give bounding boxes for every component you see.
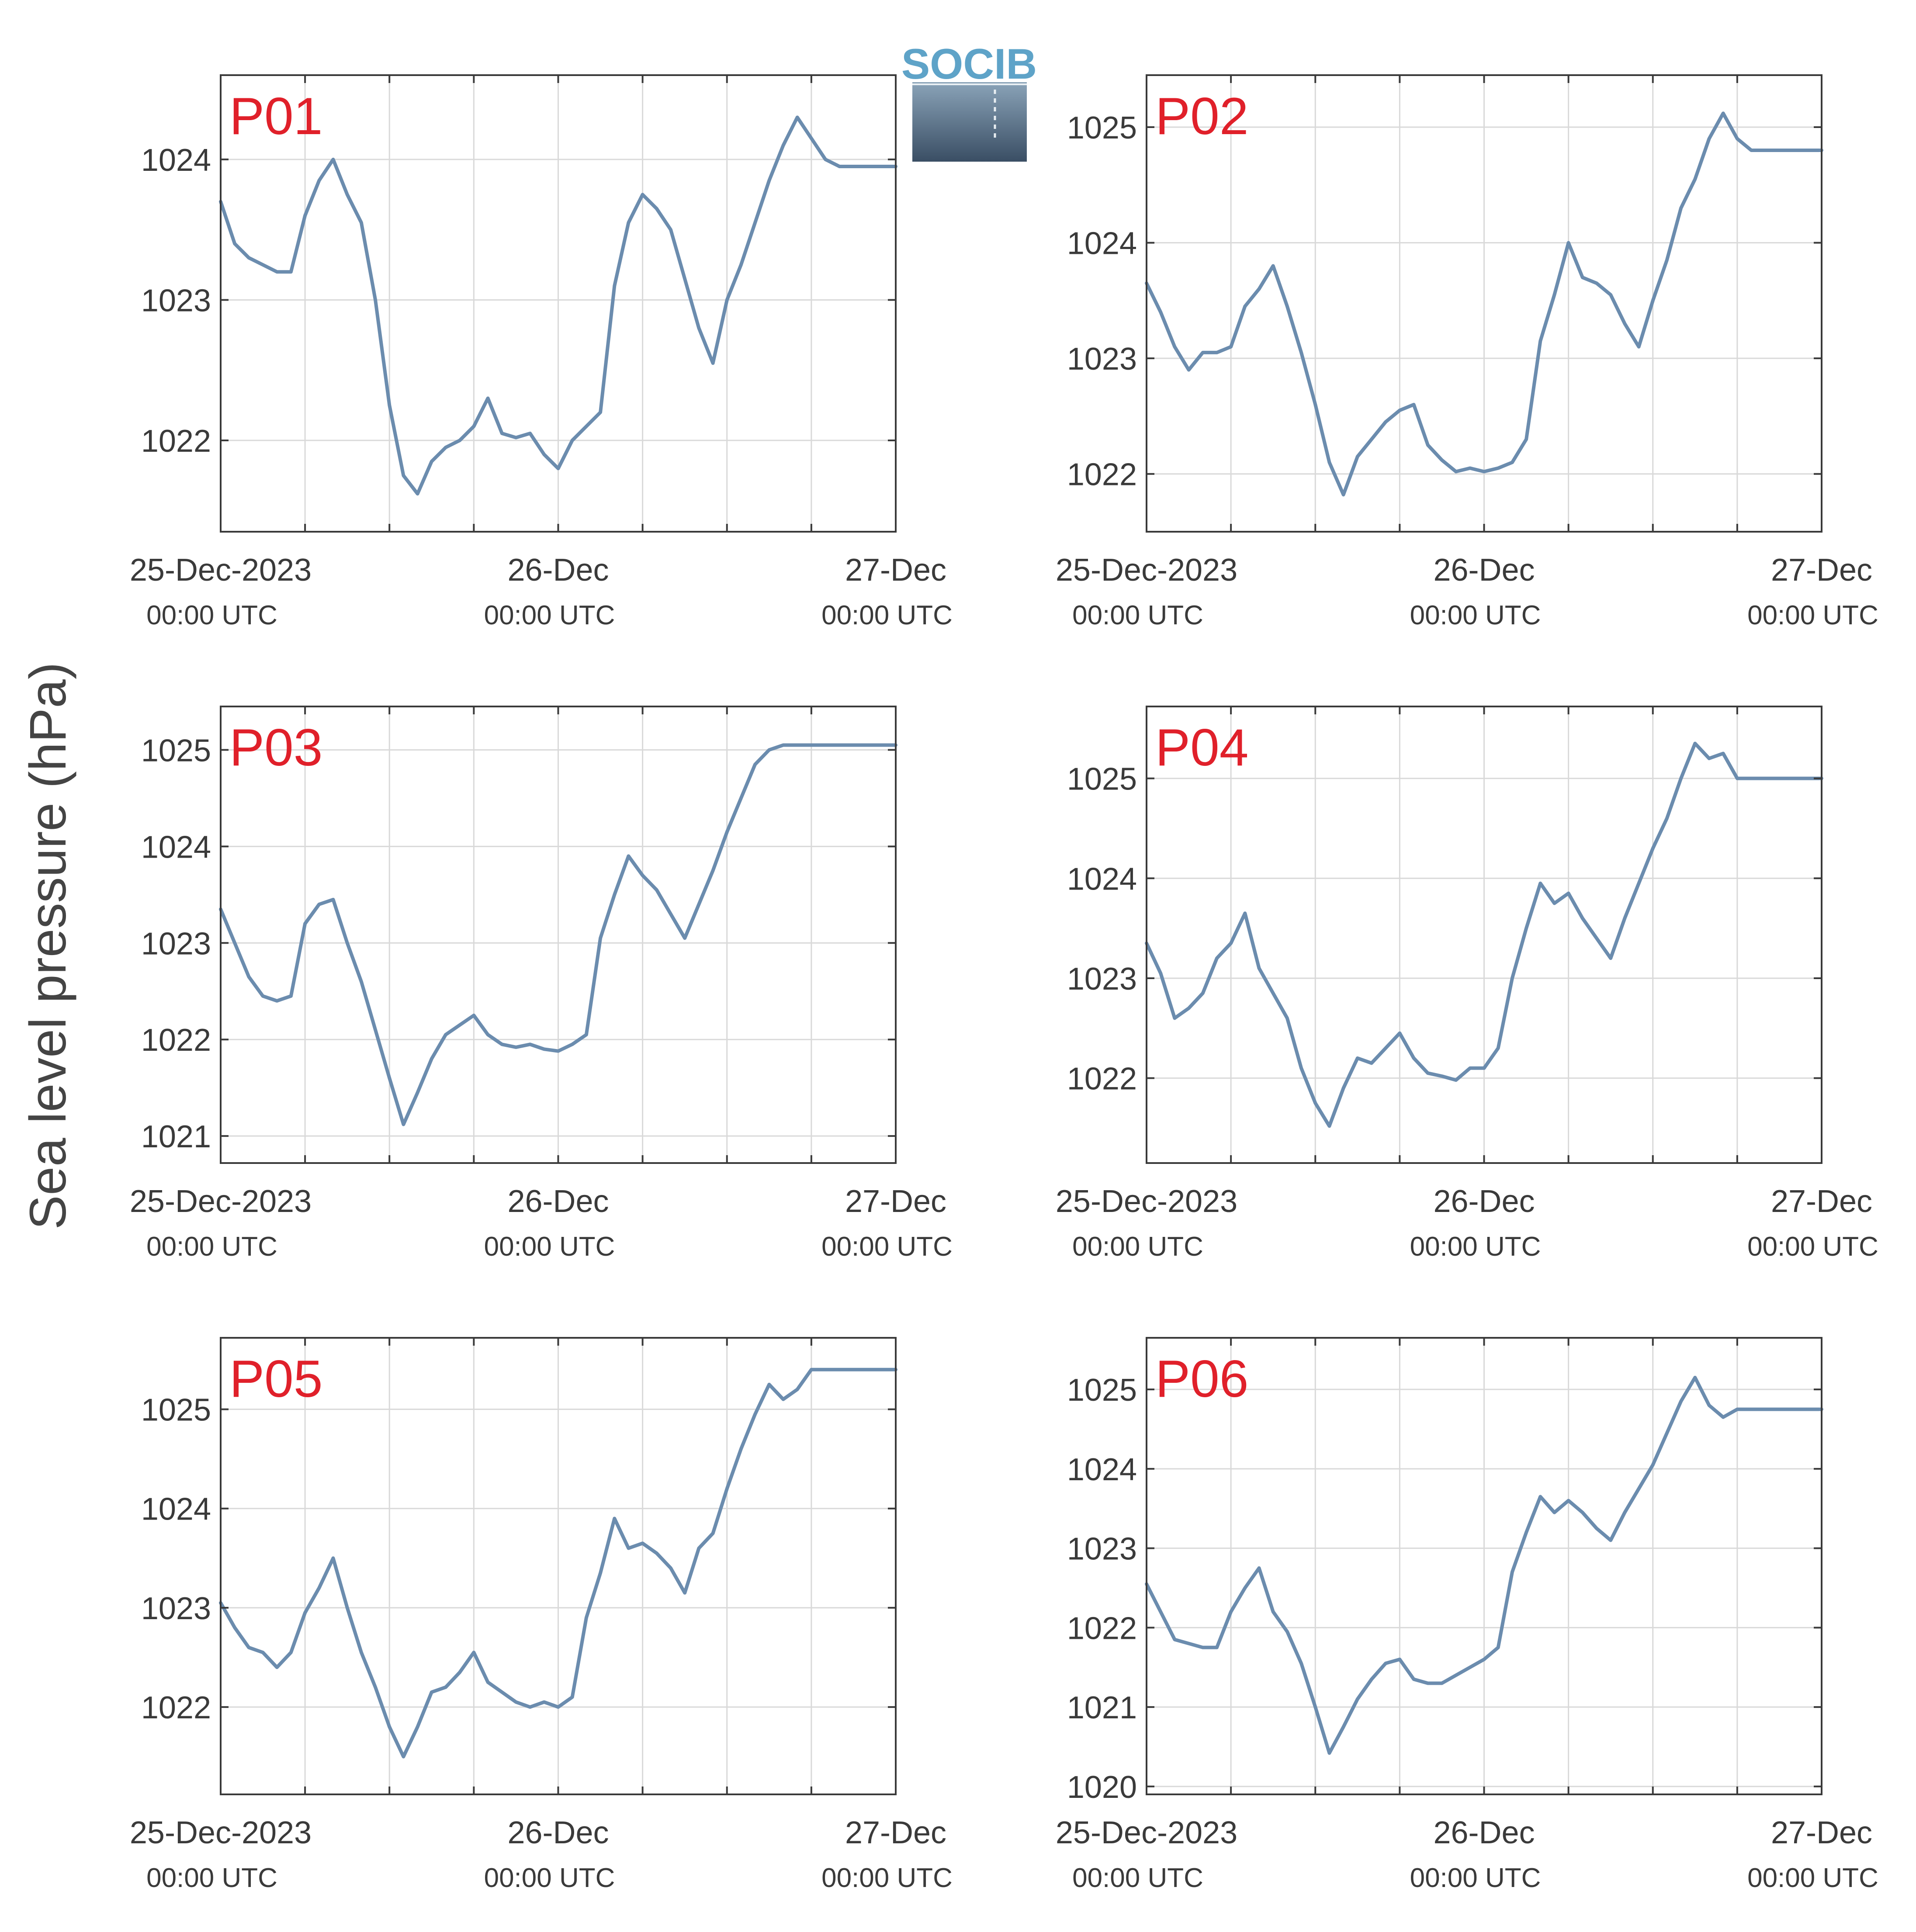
series-line-p04 xyxy=(1145,741,1823,1128)
x-tick-label-date: 26-Dec xyxy=(507,553,609,588)
x-tick-label-time: 00:00 UTC xyxy=(821,600,953,630)
panel-p04: 1022 1023 1024 1025 25-Dec-2023 00:00 UTC 26-D… xyxy=(1056,706,1878,1262)
panel-label: P04 xyxy=(1155,718,1249,777)
x-tick-label-date: 26-Dec xyxy=(1433,1184,1535,1219)
x-tick-label-time: 00:00 UTC xyxy=(1410,1863,1541,1893)
y-tick-label: 1024 xyxy=(141,830,211,865)
panel-p02: 1022 1023 1024 1025 25-Dec-2023 00:00 UTC 26-D… xyxy=(1056,74,1878,630)
y-tick-label: 1022 xyxy=(1067,1062,1137,1097)
panel-label: P06 xyxy=(1155,1350,1249,1408)
x-tick-label-date: 26-Dec xyxy=(507,1184,609,1219)
x-tick-label-time: 00:00 UTC xyxy=(484,1232,615,1262)
y-tick-label: 1024 xyxy=(1067,862,1137,897)
x-tick-label-date: 27-Dec xyxy=(1771,1184,1872,1219)
x-tick-label-date: 25-Dec-2023 xyxy=(130,553,312,588)
y-tick-label: 1021 xyxy=(141,1119,211,1154)
panel-p01: 1022 1023 1024 25-Dec-2023 00:00 UTC 26-Dec 00… xyxy=(130,74,953,630)
panel-label: P03 xyxy=(229,718,323,777)
series-line-p05 xyxy=(219,1368,897,1759)
y-tick-label: 1021 xyxy=(1067,1690,1137,1725)
panel-p05: 1022 1023 1024 1025 25-Dec-2023 00:00 UTC 26-D… xyxy=(130,1337,953,1893)
y-tick-label: 1022 xyxy=(141,1023,211,1058)
x-tick-label-date: 25-Dec-2023 xyxy=(1056,1184,1237,1219)
panel-label: P05 xyxy=(229,1350,323,1408)
logo-wordmark: SOCIB xyxy=(901,40,1037,88)
x-tick-label-date: 25-Dec-2023 xyxy=(1056,1815,1237,1850)
x-tick-label-date: 27-Dec xyxy=(1771,553,1872,588)
series-line-p02 xyxy=(1145,111,1823,497)
x-tick-label-time: 00:00 UTC xyxy=(1072,1863,1203,1893)
x-tick-label-date: 27-Dec xyxy=(1771,1815,1872,1850)
logo-block xyxy=(912,82,1027,162)
x-tick-label-date: 26-Dec xyxy=(1433,1815,1535,1850)
x-tick-label-time: 00:00 UTC xyxy=(1747,1863,1878,1893)
panels: 1022 1023 1024 25-Dec-2023 00:00 UTC 26-Dec 00… xyxy=(130,74,1878,1893)
y-tick-label: 1023 xyxy=(141,1591,211,1626)
x-tick-label-time: 00:00 UTC xyxy=(146,600,277,630)
x-tick-label-date: 25-Dec-2023 xyxy=(1056,553,1237,588)
y-tick-label: 1024 xyxy=(141,143,211,178)
series-line-p01 xyxy=(219,115,897,496)
x-tick-label-date: 27-Dec xyxy=(845,1184,946,1219)
x-tick-label-date: 26-Dec xyxy=(507,1815,609,1850)
x-tick-label-time: 00:00 UTC xyxy=(821,1232,953,1262)
x-tick-label-time: 00:00 UTC xyxy=(1747,1232,1878,1262)
y-tick-label: 1025 xyxy=(141,1393,211,1428)
y-tick-label: 1023 xyxy=(1067,342,1137,377)
x-tick-label-date: 27-Dec xyxy=(845,553,946,588)
panel-p03: 1021 1022 1023 1024 1025 25-Dec-2023 00:00 UTC… xyxy=(130,706,953,1262)
y-tick-label: 1025 xyxy=(1067,1373,1137,1408)
socib-logo: SOCIB xyxy=(901,40,1037,162)
panel-p06: 1020 1021 1022 1023 1024 1025 25-Dec-2023 00:00… xyxy=(1056,1337,1878,1893)
x-tick-label-time: 00:00 UTC xyxy=(821,1863,953,1893)
series-line-p03 xyxy=(219,743,897,1126)
panel-label: P02 xyxy=(1155,87,1249,145)
y-tick-label: 1024 xyxy=(1067,226,1137,261)
y-tick-label: 1022 xyxy=(1067,1611,1137,1646)
x-tick-label-time: 00:00 UTC xyxy=(1410,600,1541,630)
x-tick-label-time: 00:00 UTC xyxy=(1747,600,1878,630)
x-tick-label-time: 00:00 UTC xyxy=(484,600,615,630)
x-tick-label-date: 27-Dec xyxy=(845,1815,946,1850)
y-tick-label: 1023 xyxy=(141,283,211,318)
x-tick-label-time: 00:00 UTC xyxy=(484,1863,615,1893)
x-tick-label-date: 26-Dec xyxy=(1433,553,1535,588)
y-tick-label: 1024 xyxy=(141,1492,211,1527)
x-tick-label-date: 25-Dec-2023 xyxy=(130,1815,312,1850)
y-tick-label: 1023 xyxy=(141,926,211,961)
y-tick-label: 1022 xyxy=(141,424,211,459)
panel-label: P01 xyxy=(229,87,323,145)
y-tick-label: 1025 xyxy=(1067,111,1137,145)
x-tick-label-time: 00:00 UTC xyxy=(1410,1232,1541,1262)
y-tick-label: 1023 xyxy=(1067,962,1137,997)
x-tick-label-time: 00:00 UTC xyxy=(1072,1232,1203,1262)
y-tick-label: 1024 xyxy=(1067,1452,1137,1487)
x-tick-label-time: 00:00 UTC xyxy=(1072,600,1203,630)
x-tick-label-date: 25-Dec-2023 xyxy=(130,1184,312,1219)
series-line-p06 xyxy=(1145,1375,1823,1755)
y-tick-label: 1020 xyxy=(1067,1770,1137,1805)
x-tick-label-time: 00:00 UTC xyxy=(146,1232,277,1262)
y-tick-label: 1022 xyxy=(141,1690,211,1725)
y-tick-label: 1023 xyxy=(1067,1532,1137,1567)
y-axis-label: Sea level pressure (hPa) xyxy=(19,662,77,1230)
y-tick-label: 1025 xyxy=(1067,762,1137,797)
y-tick-label: 1025 xyxy=(141,733,211,768)
x-tick-label-time: 00:00 UTC xyxy=(146,1863,277,1893)
y-tick-label: 1022 xyxy=(1067,457,1137,492)
